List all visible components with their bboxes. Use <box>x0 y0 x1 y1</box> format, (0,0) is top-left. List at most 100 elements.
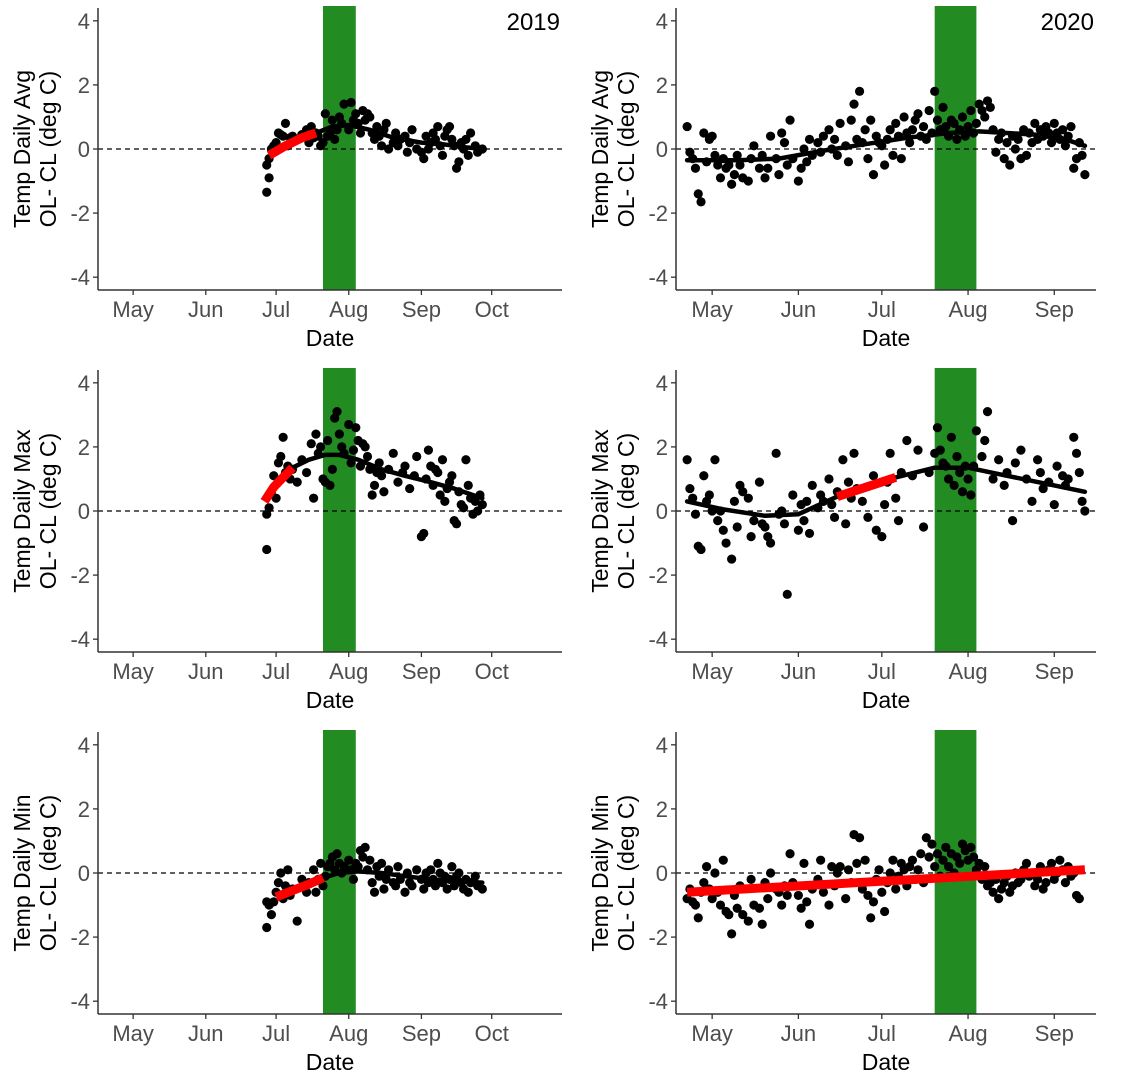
data-point <box>444 121 455 132</box>
data-point <box>799 516 809 526</box>
x-tick-label: Sep <box>1035 1021 1074 1046</box>
data-point <box>355 128 366 138</box>
data-point <box>718 855 728 865</box>
x-tick-label: Sep <box>402 297 441 322</box>
data-point <box>1010 458 1020 468</box>
x-tick-label: Jun <box>781 659 816 684</box>
data-point <box>885 868 895 878</box>
x-tick-label: Oct <box>475 297 509 322</box>
data-point <box>1046 137 1057 148</box>
data-point <box>813 137 823 148</box>
y-tick-label: 2 <box>78 435 90 460</box>
data-point <box>818 887 829 897</box>
x-tick-label: Aug <box>948 1021 987 1046</box>
data-point <box>367 878 377 888</box>
data-point <box>846 115 856 125</box>
data-point <box>932 115 943 125</box>
y-tick-label: 2 <box>656 435 668 460</box>
data-point <box>421 131 431 141</box>
data-point <box>871 525 881 535</box>
data-point <box>269 471 279 481</box>
data-point <box>362 451 373 462</box>
data-point <box>715 900 726 910</box>
data-point <box>799 858 809 868</box>
data-point <box>804 919 815 929</box>
data-point <box>433 121 443 132</box>
y-tick-label: 0 <box>78 861 90 886</box>
data-point <box>943 861 954 872</box>
data-point <box>949 118 959 128</box>
data-point <box>407 125 417 135</box>
data-point <box>442 884 452 894</box>
data-point <box>757 919 767 929</box>
x-tick-label: Jun <box>781 1021 816 1046</box>
data-point <box>372 121 382 132</box>
data-point <box>1080 0 1089 5</box>
data-point <box>732 522 742 532</box>
data-point <box>949 480 959 490</box>
data-point <box>437 455 448 465</box>
x-tick-label: Jul <box>868 659 896 684</box>
data-point <box>888 855 898 865</box>
x-tick-label: Jun <box>188 659 223 684</box>
data-point <box>824 900 834 910</box>
panel-2019-max: 4 2 0 -2 -4 May Jun Jul Aug Sep Oct Date Temp Daily … <box>9 368 562 713</box>
data-point <box>749 516 759 526</box>
data-point <box>1077 496 1087 506</box>
data-point <box>796 903 806 913</box>
data-point <box>278 432 288 442</box>
y-tick-label: -4 <box>648 627 668 652</box>
x-tick-label: Aug <box>329 297 368 322</box>
highlight-trend-segment <box>266 128 318 160</box>
data-point <box>849 448 859 458</box>
data-point <box>738 487 748 497</box>
data-point <box>782 589 792 599</box>
data-point <box>693 913 703 923</box>
data-point <box>1063 474 1073 484</box>
data-point <box>470 871 480 881</box>
data-point <box>447 471 457 481</box>
data-point <box>412 865 422 875</box>
y-tick-label: -2 <box>70 563 90 588</box>
y-tick-label: -2 <box>648 201 668 226</box>
data-point <box>311 887 321 897</box>
data-point <box>874 865 884 875</box>
data-point <box>743 493 753 503</box>
data-point <box>749 141 759 151</box>
data-point <box>477 884 487 894</box>
data-point <box>412 451 422 462</box>
data-point <box>835 118 845 128</box>
data-point <box>367 490 377 500</box>
data-point <box>318 137 328 148</box>
x-tick-label: Jul <box>868 297 896 322</box>
data-point <box>857 496 867 506</box>
y-tick-label: -4 <box>648 989 668 1014</box>
data-point <box>838 455 848 465</box>
data-point <box>943 474 954 484</box>
data-point <box>1060 878 1071 888</box>
data-point <box>1013 134 1023 144</box>
data-point <box>269 897 279 907</box>
x-tick-label: Jun <box>188 1021 223 1046</box>
y-axis-title-line1: Temp Daily Max <box>587 429 613 593</box>
data-point <box>796 163 806 173</box>
data-point <box>982 407 993 417</box>
data-point <box>710 868 720 878</box>
data-point <box>447 861 457 872</box>
data-point <box>690 163 701 173</box>
data-point <box>793 890 803 901</box>
data-point <box>980 435 990 446</box>
data-point <box>777 900 787 910</box>
x-tick-label: Oct <box>475 1021 509 1046</box>
panel-2020-min: 4 2 0 -2 -4 May Jun Jul Aug Sep Date Temp Daily Min… <box>587 0 1096 1075</box>
data-point <box>1060 141 1071 151</box>
data-point <box>729 496 740 506</box>
data-point <box>980 861 990 872</box>
x-tick-label: Sep <box>1035 659 1074 684</box>
data-point <box>463 480 473 490</box>
data-point <box>754 477 765 487</box>
data-point <box>276 868 286 878</box>
data-point <box>701 861 712 872</box>
x-tick-label: May <box>112 297 154 322</box>
data-point <box>988 474 998 484</box>
